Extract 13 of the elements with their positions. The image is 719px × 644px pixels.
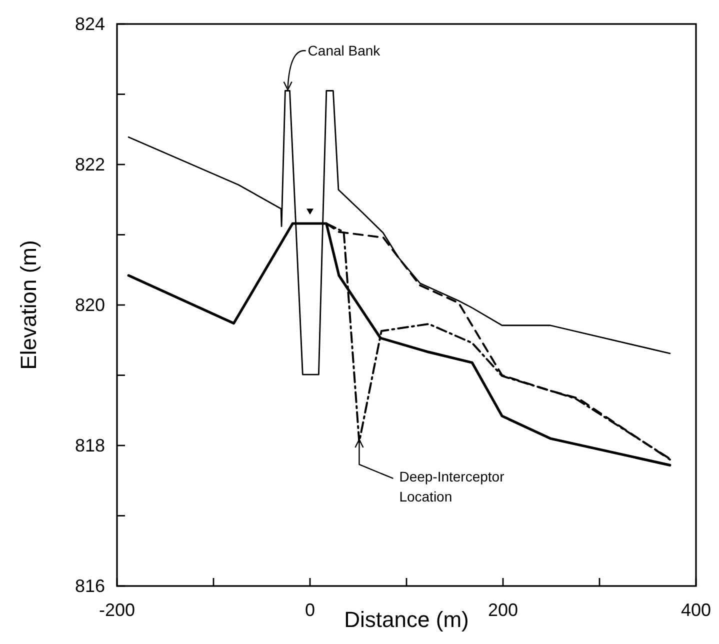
x-tick-label: 400 xyxy=(680,600,712,620)
y-tick-label: 820 xyxy=(74,295,105,315)
x-tick-label: 0 xyxy=(304,600,316,620)
y-tick-label: 824 xyxy=(74,14,105,34)
x-axis-title: Distance (m) xyxy=(344,607,469,632)
y-tick-label: 822 xyxy=(74,154,105,174)
y-axis-title: Elevation (m) xyxy=(16,240,41,370)
annotation: Canal Bank xyxy=(308,42,382,59)
y-tick-label: 816 xyxy=(74,576,105,596)
x-tick-label: 200 xyxy=(488,600,518,620)
x-tick-label: -200 xyxy=(98,600,136,620)
annotation: Deep-Interceptor Location xyxy=(399,468,505,504)
y-tick-label: 818 xyxy=(74,436,105,456)
